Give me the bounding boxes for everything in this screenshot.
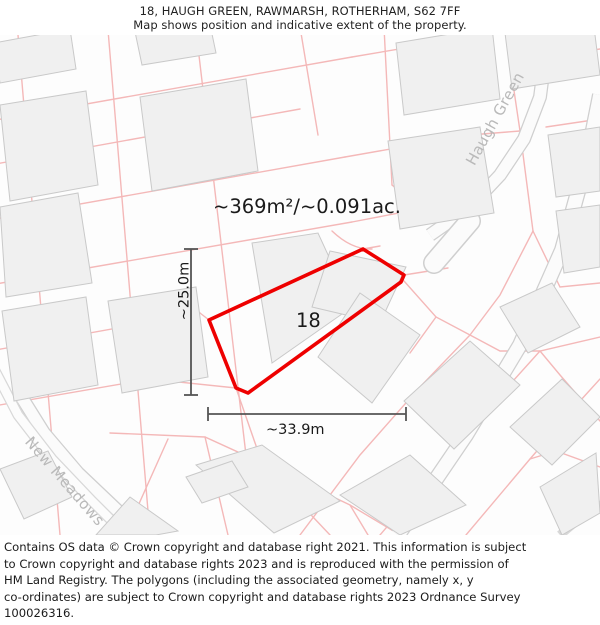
area-label: ~369m²/~0.091ac. [213, 195, 401, 218]
map-header: 18, HAUGH GREEN, RAWMARSH, ROTHERHAM, S6… [0, 0, 600, 35]
dimension-bars [184, 248, 407, 421]
map-vector-layer [0, 35, 600, 535]
vertical-dimension-label: ~25.0m [176, 261, 193, 321]
property-address: 18, HAUGH GREEN, RAWMARSH, ROTHERHAM, S6… [139, 4, 461, 18]
copyright-footer: Contains OS data © Crown copyright and d… [0, 537, 600, 625]
copyright-line: Contains OS data © Crown copyright and d… [4, 540, 527, 554]
map-canvas[interactable]: ~369m²/~0.091ac. 18 ~25.0m ~33.9m Haugh … [0, 35, 600, 535]
horizontal-dimension-label: ~33.9m [266, 422, 325, 438]
copyright-line: 100026316. [4, 606, 75, 621]
property-outline[interactable] [207, 247, 406, 395]
copyright-line: HM Land Registry. The polygons (includin… [4, 573, 474, 588]
plot-number-label: 18 [296, 309, 321, 332]
building-footprints [0, 35, 600, 535]
copyright-line: to Crown copyright and database rights 2… [4, 556, 509, 571]
map-subtitle: Map shows position and indicative extent… [133, 18, 467, 32]
copyright-line: co-ordinates) are subject to Crown copyr… [4, 589, 521, 604]
